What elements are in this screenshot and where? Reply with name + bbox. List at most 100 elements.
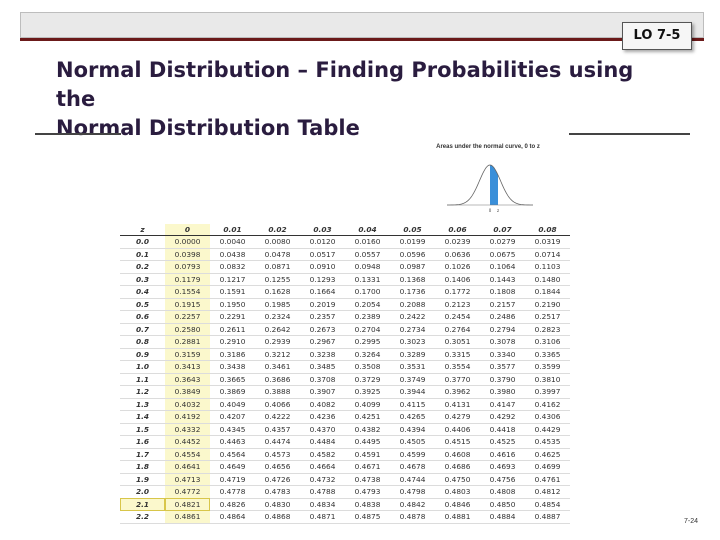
probability-cell: 0.3238 — [300, 348, 345, 361]
probability-cell: 0.4778 — [210, 485, 255, 499]
probability-cell: 0.1217 — [210, 273, 255, 286]
probability-cell: 0.1255 — [255, 273, 300, 286]
column-header: 0.05 — [390, 224, 435, 236]
probability-cell: 0.4838 — [345, 498, 390, 511]
z-value-cell: 2.2 — [120, 510, 165, 524]
probability-cell: 0.0793 — [165, 260, 210, 274]
probability-cell: 0.4332 — [165, 423, 210, 436]
probability-cell: 0.4370 — [300, 423, 345, 436]
probability-cell: 0.4515 — [435, 435, 480, 449]
probability-cell: 0.2910 — [210, 335, 255, 349]
probability-cell: 0.3962 — [435, 385, 480, 399]
probability-cell: 0.4826 — [210, 498, 255, 511]
probability-cell: 0.4850 — [480, 498, 525, 511]
probability-cell: 0.2580 — [165, 323, 210, 336]
probability-cell: 0.4656 — [255, 460, 300, 474]
probability-cell: 0.4756 — [480, 473, 525, 486]
probability-cell: 0.3212 — [255, 348, 300, 361]
probability-cell: 0.0910 — [300, 260, 345, 274]
probability-cell: 0.3810 — [525, 373, 570, 386]
z-value-cell: 1.0 — [120, 360, 165, 374]
probability-cell: 0.1103 — [525, 260, 570, 274]
probability-cell: 0.3944 — [390, 385, 435, 399]
column-header: 0.08 — [525, 224, 570, 236]
probability-cell: 0.3980 — [480, 385, 525, 399]
decorative-rule-left — [35, 133, 121, 135]
probability-cell: 0.4761 — [525, 473, 570, 486]
probability-cell: 0.0199 — [390, 235, 435, 249]
normal-curve-caption: Areas under the normal curve, 0 to z — [436, 144, 540, 150]
probability-cell: 0.3264 — [345, 348, 390, 361]
probability-cell: 0.4798 — [390, 485, 435, 499]
probability-cell: 0.3869 — [210, 385, 255, 399]
probability-cell: 0.4871 — [300, 510, 345, 524]
probability-cell: 0.1664 — [300, 285, 345, 299]
probability-cell: 0.4830 — [255, 498, 300, 511]
column-header: 0.07 — [480, 224, 525, 236]
probability-cell: 0.4864 — [210, 510, 255, 524]
probability-cell: 0.1950 — [210, 298, 255, 311]
column-header: 0.01 — [210, 224, 255, 236]
probability-cell: 0.4345 — [210, 423, 255, 436]
z-value-cell: 0.9 — [120, 348, 165, 361]
probability-cell: 0.3643 — [165, 373, 210, 386]
slide-title-line-2: Normal Distribution Table — [56, 116, 360, 140]
probability-cell: 0.3315 — [435, 348, 480, 361]
probability-cell: 0.4788 — [300, 485, 345, 499]
probability-cell: 0.4265 — [390, 410, 435, 424]
probability-cell: 0.4842 — [390, 498, 435, 511]
table-row: 1.7 0.4554 0.4564 0.4573 0.4582 0.4591 0.4599 0… — [120, 448, 570, 461]
probability-cell: 0.2389 — [345, 310, 390, 324]
table-row: 0.5 0.1915 0.1950 0.1985 0.2019 0.2054 0.2088 0… — [120, 298, 570, 311]
probability-cell: 0.4279 — [435, 410, 480, 424]
probability-cell: 0.3577 — [480, 360, 525, 374]
probability-cell: 0.4484 — [300, 435, 345, 449]
probability-cell: 0.3485 — [300, 360, 345, 374]
probability-cell: 0.2486 — [480, 310, 525, 324]
table-row: 1.5 0.4332 0.4345 0.4357 0.4370 0.4382 0.4394 0… — [120, 423, 570, 436]
probability-cell: 0.4875 — [345, 510, 390, 524]
column-header: 0.03 — [300, 224, 345, 236]
probability-cell: 0.2454 — [435, 310, 480, 324]
probability-cell: 0.4406 — [435, 423, 480, 436]
column-header: 0 — [165, 224, 210, 236]
probability-cell: 0.4357 — [255, 423, 300, 436]
probability-cell: 0.4887 — [525, 510, 570, 524]
probability-cell: 0.4772 — [165, 485, 210, 499]
z-value-cell: 1.4 — [120, 410, 165, 424]
probability-cell: 0.4474 — [255, 435, 300, 449]
table-row: 1.2 0.3849 0.3869 0.3888 0.3907 0.3925 0.3944 0… — [120, 385, 570, 399]
table-row: 0.9 0.3159 0.3186 0.3212 0.3238 0.3264 0.3289 0… — [120, 348, 570, 361]
probability-cell: 0.2939 — [255, 335, 300, 349]
probability-cell: 0.4783 — [255, 485, 300, 499]
probability-cell: 0.4699 — [525, 460, 570, 474]
probability-cell: 0.4452 — [165, 435, 210, 449]
probability-cell: 0.2967 — [300, 335, 345, 349]
probability-cell: 0.3849 — [165, 385, 210, 399]
probability-cell: 0.3438 — [210, 360, 255, 374]
probability-cell: 0.2019 — [300, 298, 345, 311]
probability-cell: 0.4099 — [345, 398, 390, 411]
probability-cell: 0.0000 — [165, 235, 210, 249]
probability-cell: 0.3051 — [435, 335, 480, 349]
probability-cell: 0.4608 — [435, 448, 480, 461]
probability-cell: 0.3413 — [165, 360, 210, 374]
probability-cell: 0.3365 — [525, 348, 570, 361]
probability-cell: 0.3790 — [480, 373, 525, 386]
probability-cell: 0.0675 — [480, 248, 525, 261]
table-row: 2.0 0.4772 0.4778 0.4783 0.4788 0.4793 0.4798 0… — [120, 485, 570, 499]
z-value-cell: 0.3 — [120, 273, 165, 286]
probability-cell: 0.4678 — [390, 460, 435, 474]
table-row: 1.1 0.3643 0.3665 0.3686 0.3708 0.3729 0.3749 0… — [120, 373, 570, 386]
probability-cell: 0.3340 — [480, 348, 525, 361]
probability-cell: 0.1736 — [390, 285, 435, 299]
probability-cell: 0.2357 — [300, 310, 345, 324]
probability-cell: 0.4207 — [210, 410, 255, 424]
probability-cell: 0.3554 — [435, 360, 480, 374]
table-row: 1.6 0.4452 0.4463 0.4474 0.4484 0.4495 0.4505 0… — [120, 435, 570, 449]
probability-cell: 0.4192 — [165, 410, 210, 424]
z-table-header-row: z 0 0.01 0.02 0.03 0.04 0.05 0.06 0.07 0.08 — [120, 224, 570, 236]
slide-header-bar — [20, 12, 704, 38]
z-value-cell: 0.2 — [120, 260, 165, 274]
probability-cell: 0.2054 — [345, 298, 390, 311]
